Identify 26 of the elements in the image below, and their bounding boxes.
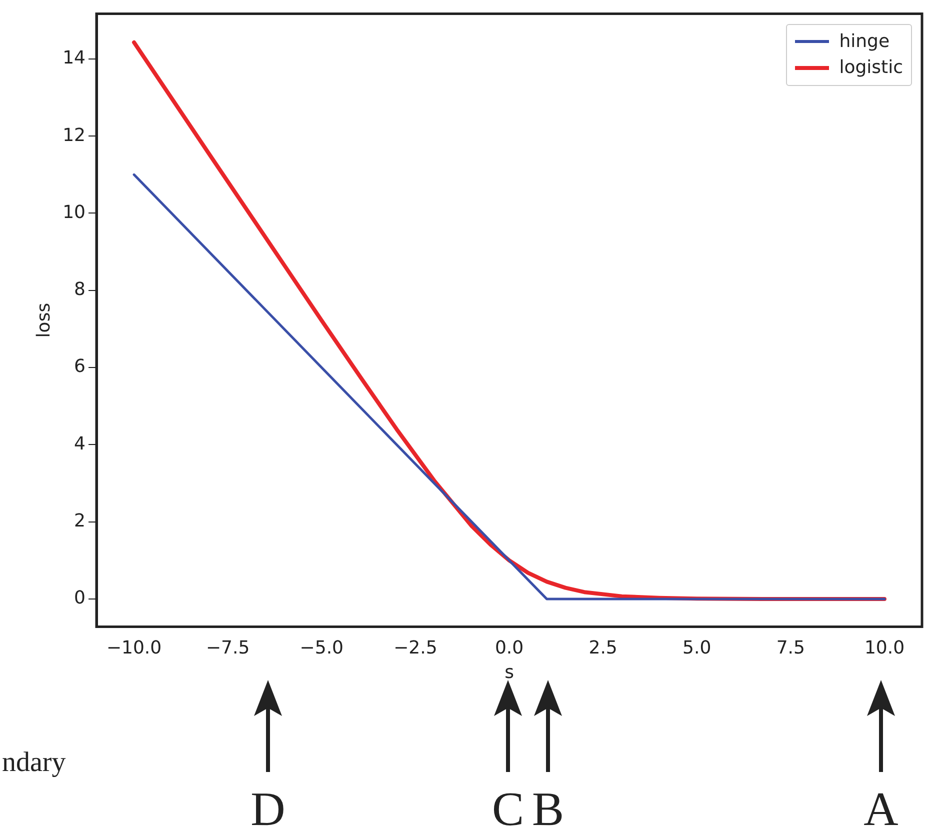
y-tick-label: 6 <box>74 356 86 378</box>
text: A <box>862 782 900 838</box>
x-tick-label: −10.0 <box>106 637 162 658</box>
y-tick-label: 8 <box>74 279 86 300</box>
x-tick-label: 10.0 <box>864 637 905 658</box>
x-tick-label: −5.0 <box>300 637 344 658</box>
y-tick-label: 4 <box>74 433 86 454</box>
y-tick-label: 2 <box>74 510 86 532</box>
y-tick-label: 12 <box>62 124 86 146</box>
text: C <box>492 783 524 836</box>
x-tick-label: 7.5 <box>776 637 805 658</box>
text: D <box>250 782 286 838</box>
x-axis-title: s <box>504 662 514 683</box>
y-tick-label: 10 <box>62 202 86 223</box>
y-tick-label: 14 <box>62 48 86 69</box>
y-tick-label: 0 <box>74 588 86 609</box>
x-tick-label: 5.0 <box>682 637 712 658</box>
x-tick-label: 2.5 <box>588 637 618 658</box>
text: ndary <box>2 746 66 780</box>
legend-label: hinge <box>839 30 890 54</box>
legend-label: logistic <box>839 56 903 80</box>
x-tick-label: −7.5 <box>206 637 250 658</box>
y-axis-title: loss <box>33 302 54 338</box>
text: B <box>532 783 564 836</box>
x-tick-label: −2.5 <box>394 637 438 658</box>
x-tick-label: 0.0 <box>494 637 524 658</box>
